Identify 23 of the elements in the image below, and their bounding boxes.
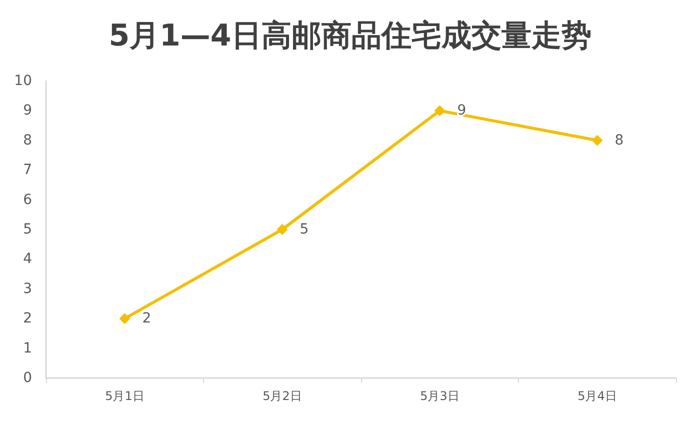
y-tick-label: 6 — [23, 192, 32, 208]
y-tick-label: 4 — [23, 251, 32, 268]
y-tick-label: 5 — [23, 222, 32, 238]
y-tick-label: 10 — [14, 73, 32, 89]
y-tick-label: 8 — [23, 132, 32, 148]
point — [592, 134, 603, 146]
x-tick-label: 5月4日 — [578, 389, 617, 403]
point — [276, 224, 288, 235]
x-tick-label: 5月1日 — [105, 389, 144, 403]
y-tick-label: 1 — [23, 340, 32, 356]
point — [119, 313, 130, 324]
data-label: 5 — [300, 222, 309, 238]
y-tick-label: 9 — [23, 102, 32, 119]
data-label: 2 — [142, 310, 152, 327]
data-label: 8 — [614, 132, 624, 148]
x-tick-label: 5月2日 — [262, 389, 302, 403]
chart-title: 5月1—4日高邮商品住宅成交量走势 — [108, 18, 592, 54]
y-tick-label: 2 — [23, 310, 32, 327]
y-tick-label: 0 — [23, 370, 32, 386]
y-tick-label: 7 — [23, 162, 32, 178]
y-tick-label: 3 — [23, 280, 32, 297]
x-tick-label: 5月3日 — [420, 389, 460, 403]
point — [434, 105, 446, 116]
